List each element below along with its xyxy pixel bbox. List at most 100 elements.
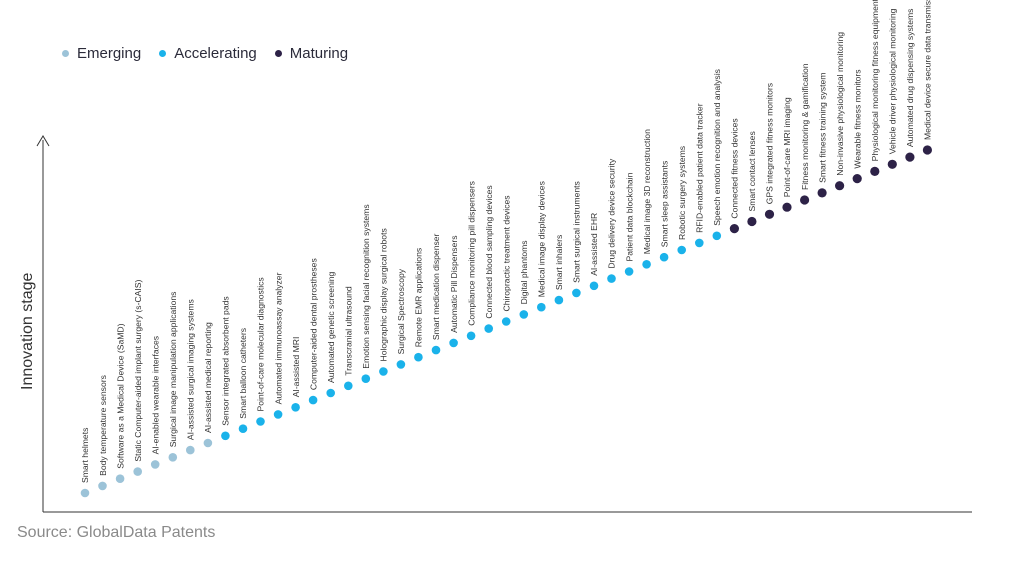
- legend-dot-emerging: [62, 50, 69, 57]
- point-29: [572, 288, 581, 298]
- point-label-47: Vehicle driver physiological monitoring: [888, 8, 898, 154]
- point-label-1: Smart helmets: [80, 428, 90, 483]
- point-label-39: Smart contact lenses: [747, 131, 757, 211]
- data-points: Smart helmets Body temperature sensors Sof…: [80, 0, 933, 498]
- point-22: [449, 338, 458, 348]
- point-23: [466, 331, 476, 341]
- point-10: [238, 424, 248, 434]
- point-label-3: Software as a Medical Device (SaMD): [115, 323, 125, 468]
- point-24: [484, 324, 494, 333]
- point-label-40: GPS integrated fitness monitors: [765, 83, 775, 204]
- point-36: [695, 238, 704, 248]
- point-46: [870, 166, 880, 176]
- point-label-49: Medical device secure data transmission: [923, 0, 933, 140]
- point-label-31: Drug delivery device security: [607, 158, 617, 269]
- point-label-8: AI-assisted medical reporting: [203, 322, 213, 433]
- point-13: [291, 403, 300, 412]
- point-label-21: Smart medication dispenser: [431, 233, 441, 340]
- point-label-48: Automated drug dispensing systems: [905, 9, 915, 148]
- point-45: [852, 174, 862, 184]
- legend: Emerging Accelerating Maturing: [62, 45, 348, 62]
- legend-label-accelerating: Accelerating: [174, 45, 257, 62]
- point-38: [729, 224, 740, 234]
- point-label-34: Smart sleep assistants: [659, 161, 669, 247]
- point-41: [782, 202, 792, 212]
- point-label-11: Point-of-care molecular diagnostics: [256, 277, 266, 411]
- legend-label-maturing: Maturing: [289, 45, 349, 62]
- point-label-32: Patient data blockchain: [624, 172, 634, 261]
- point-label-41: Point-of-care MRI imaging: [782, 97, 792, 197]
- point-label-19: Surgical Spectroscopy: [396, 268, 406, 354]
- point-48: [905, 152, 915, 162]
- point-label-9: Sensor integrated absorbent pads: [221, 296, 231, 425]
- point-3: [115, 474, 125, 484]
- point-label-37: Speech emotion recognition and analysis: [712, 69, 722, 226]
- point-16: [344, 381, 353, 391]
- point-4: [133, 467, 142, 476]
- point-34: [659, 252, 669, 262]
- point-28: [554, 295, 564, 305]
- point-42: [800, 195, 810, 205]
- legend-item-maturing: Maturing: [274, 45, 349, 62]
- point-label-26: Digital phantoms: [519, 240, 529, 304]
- point-label-17: Emotion sensing facial recognition syste…: [361, 204, 371, 368]
- point-5: [150, 460, 160, 469]
- y-axis-label: Innovation stage: [19, 272, 36, 390]
- point-9: [221, 431, 230, 441]
- point-label-14: Computer-aided dental prostheses: [308, 258, 318, 390]
- point-label-27: Medical image display devices: [537, 181, 547, 297]
- point-label-29: Smart surgical instruments: [572, 181, 582, 283]
- point-label-18: Holographic display surgical robots: [379, 228, 389, 361]
- point-label-33: Medical image 3D reconstruction: [642, 129, 652, 254]
- point-label-6: Surgical image manipulation applications: [168, 292, 178, 448]
- point-12: [273, 410, 283, 419]
- point-label-7: AI-assisted surgical imaging systems: [186, 299, 196, 440]
- point-1: [80, 488, 90, 498]
- point-label-25: Chiropractic treatment devices: [501, 195, 511, 311]
- point-label-24: Connected blood sampling devices: [484, 185, 494, 318]
- point-label-13: AI-assisted MRI: [291, 337, 301, 398]
- point-44: [835, 181, 845, 191]
- point-label-44: Non-invasive physiological monitoring: [835, 32, 845, 176]
- legend-item-accelerating: Accelerating: [159, 45, 257, 62]
- point-25: [501, 317, 511, 326]
- point-31: [607, 274, 616, 283]
- legend-dot-accelerating: [159, 50, 167, 57]
- source-note: Source: GlobalData Patents: [17, 524, 216, 541]
- point-label-10: Smart balloon catheters: [238, 328, 248, 419]
- point-14: [308, 395, 318, 405]
- point-19: [396, 360, 406, 369]
- chart-axes: Innovation stage: [19, 135, 972, 513]
- y-axis-arrow: [36, 135, 50, 147]
- point-label-2: Body temperature sensors: [98, 375, 108, 476]
- point-label-46: Physiological monitoring fitness equipme…: [870, 0, 880, 161]
- point-40: [764, 209, 775, 219]
- point-39: [747, 216, 757, 227]
- point-label-23: Compliance monitoring pill dispensers: [466, 181, 476, 326]
- point-7: [186, 445, 195, 455]
- point-43: [817, 188, 827, 198]
- point-6: [168, 453, 178, 462]
- legend-item-emerging: Emerging: [62, 45, 141, 62]
- point-label-16: Transcranial ultrasound: [343, 286, 353, 376]
- point-label-43: Smart fitness training system: [817, 73, 827, 183]
- point-label-4: Static Computer-aided implant surgery (s…: [133, 279, 143, 461]
- point-37: [712, 231, 722, 241]
- point-label-45: Wearable fitness monitors: [852, 69, 862, 168]
- point-20: [414, 352, 423, 362]
- point-11: [256, 417, 265, 426]
- point-17: [361, 374, 371, 384]
- point-15: [326, 388, 336, 398]
- point-30: [589, 281, 599, 291]
- point-27: [537, 302, 546, 312]
- point-33: [642, 260, 651, 269]
- point-label-15: Automated genetic screening: [326, 271, 336, 383]
- point-label-20: Remote EMR applications: [414, 248, 424, 347]
- point-label-36: RFID-enabled patient data tracker: [695, 103, 705, 233]
- point-label-42: Fitness monitoring & gamification: [800, 63, 810, 190]
- point-label-35: Robotic surgery systems: [677, 146, 687, 240]
- point-label-22: Automatic Pill Dispensers: [449, 235, 459, 332]
- point-32: [624, 267, 634, 276]
- legend-label-emerging: Emerging: [77, 45, 142, 62]
